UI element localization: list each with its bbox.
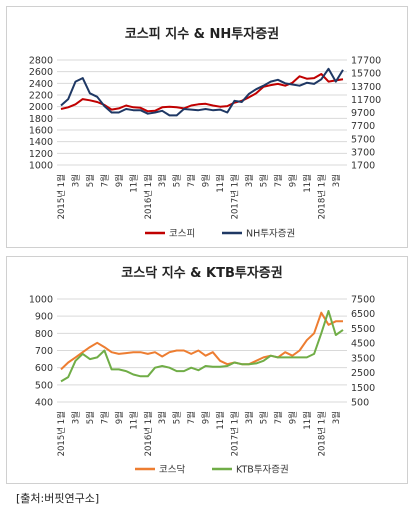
x-axis-tick-label: 2018년 1월	[316, 174, 327, 219]
x-axis-tick-label: 3월	[157, 411, 168, 424]
x-axis-tick-label: 11월	[128, 174, 139, 193]
chart-title: 코스피 지수 & NH투자증권	[125, 27, 279, 42]
right-axis-tick-label: 5700	[351, 134, 375, 145]
x-axis-tick-label: 2017년 1월	[230, 411, 241, 456]
left-axis-tick-label: 1000	[29, 161, 53, 172]
right-axis-tick-label: 4500	[351, 339, 375, 350]
right-axis-tick-label: 1700	[351, 161, 375, 172]
left-axis-tick-label: 1000	[29, 295, 53, 306]
x-axis-tick-label: 7월	[273, 174, 284, 187]
left-axis-tick-label: 2600	[29, 67, 53, 78]
left-axis-tick-label: 400	[35, 398, 53, 409]
right-axis-tick-label: 11700	[351, 95, 381, 106]
legend-label: NH투자증권	[246, 228, 295, 240]
chart-panel-kospi: 코스피 지수 & NH투자증권 1000 1200 1400 1600 1800 2000 2…	[6, 6, 408, 248]
x-axis-tick-label: 2015년 1월	[56, 174, 67, 219]
x-axis-tick-label: 5월	[258, 411, 269, 424]
left-axis-tick-label: 2400	[29, 79, 53, 90]
x-axis-tick-label: 5월	[258, 174, 269, 187]
left-axis-tick-label: 800	[35, 329, 53, 340]
x-axis-tick-label: 7월	[99, 174, 110, 187]
left-axis-tick-label: 500	[35, 380, 53, 391]
x-axis-tick-label: 9월	[201, 411, 212, 424]
left-axis-tick-label: 2000	[29, 102, 53, 113]
x-axis-tick-label: 2015년 1월	[56, 411, 67, 456]
x-axis-tick-label: 3월	[70, 411, 81, 424]
right-axis-tick-label: 15700	[351, 69, 381, 80]
chart-title: 코스닥 지수 & KTB투자증권	[121, 265, 282, 281]
right-axis-tick-label: 3500	[351, 353, 375, 364]
chart-panel-kosdaq: 코스닥 지수 & KTB투자증권 400 500 600 700 800 900 1000 50…	[6, 256, 408, 484]
series-line-index	[60, 73, 344, 113]
x-axis-tick-label: 11월	[215, 411, 226, 430]
x-axis-tick-label: 11월	[128, 411, 139, 430]
x-axis-tick-label: 7월	[186, 411, 197, 424]
legend-label: 코스닥	[159, 465, 185, 476]
right-axis-tick-label: 2500	[351, 368, 375, 379]
x-axis-tick-label: 3월	[244, 411, 255, 424]
x-axis-tick-label: 9월	[287, 174, 298, 187]
right-axis-tick-label: 7500	[351, 295, 375, 306]
x-axis-tick-label: 3월	[331, 174, 342, 187]
x-axis-tick-label: 3월	[331, 411, 342, 424]
right-axis-tick-label: 13700	[351, 82, 381, 93]
legend-label: KTB투자증권	[236, 464, 289, 476]
x-axis-tick-label: 2016년 1월	[143, 174, 154, 219]
x-axis-tick-label: 2016년 1월	[143, 411, 154, 456]
right-axis-tick-label: 1500	[351, 383, 375, 394]
x-axis-tick-label: 9월	[114, 411, 125, 424]
x-axis-tick-label: 3월	[244, 174, 255, 187]
left-axis-tick-label: 600	[35, 363, 53, 374]
x-axis-tick-label: 9월	[114, 174, 125, 187]
x-axis-tick-label: 11월	[302, 174, 313, 193]
x-axis-tick-label: 3월	[157, 174, 168, 187]
left-axis-tick-label: 900	[35, 312, 53, 323]
right-axis-tick-label: 500	[351, 398, 369, 409]
left-axis-tick-label: 700	[35, 346, 53, 357]
right-axis-tick-label: 3700	[351, 147, 375, 158]
x-axis-tick-label: 9월	[287, 411, 298, 424]
left-axis-tick-label: 1800	[29, 114, 53, 125]
x-axis-tick-label: 7월	[273, 411, 284, 424]
left-axis-tick-label: 1400	[29, 137, 53, 148]
series-line-stock	[60, 67, 344, 117]
x-axis-tick-label: 5월	[85, 174, 96, 187]
series-line-index	[60, 311, 343, 371]
source-note: [출처:버핏연구소]	[16, 492, 100, 505]
right-axis-tick-label: 6500	[351, 309, 375, 320]
x-axis-tick-label: 11월	[215, 174, 226, 193]
x-axis-tick-label: 5월	[172, 411, 183, 424]
x-axis-tick-label: 7월	[186, 174, 197, 187]
x-axis-tick-label: 5월	[172, 174, 183, 187]
chart-kospi-nh: 코스피 지수 & NH투자증권1000120014001600180020002…	[29, 27, 381, 240]
right-axis-tick-label: 17700	[351, 56, 381, 67]
left-axis-tick-label: 1200	[29, 149, 53, 160]
x-axis-tick-label: 11월	[302, 411, 313, 430]
x-axis-tick-label: 2017년 1월	[230, 174, 241, 219]
x-axis-tick-label: 7월	[99, 411, 110, 424]
left-axis-tick-label: 2200	[29, 91, 53, 102]
legend-label: 코스피	[169, 229, 195, 240]
left-axis-tick-label: 2800	[29, 56, 53, 67]
x-axis-tick-label: 2018년 1월	[316, 411, 327, 456]
x-axis-tick-label: 5월	[85, 411, 96, 424]
chart-kosdaq-ktb: 코스닥 지수 & KTB투자증권 400 500 600 700 800 900 1000 50…	[29, 265, 375, 476]
x-axis-tick-label: 3월	[70, 174, 81, 187]
right-axis-tick-label: 9700	[351, 108, 375, 119]
left-axis-tick-label: 1600	[29, 126, 53, 137]
series-line-stock	[60, 310, 344, 383]
right-axis-tick-label: 7700	[351, 121, 375, 132]
x-axis-tick-label: 9월	[201, 174, 212, 187]
right-axis-tick-label: 5500	[351, 324, 375, 335]
